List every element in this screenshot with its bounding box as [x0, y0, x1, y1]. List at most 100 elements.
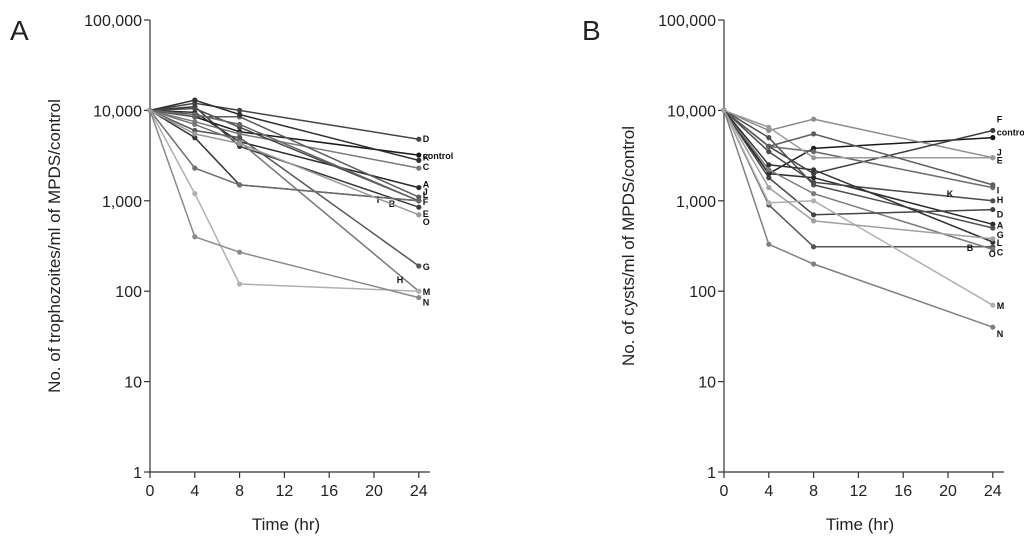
data-point: [416, 294, 422, 301]
data-point: [990, 206, 996, 213]
series-label: D: [997, 210, 1004, 220]
series-line: [723, 110, 994, 328]
data-point: [237, 121, 243, 128]
data-point: [237, 140, 243, 147]
y-axis-title: No. of trophozoites/ml of MPDS/control: [45, 99, 64, 393]
x-tick-label: 16: [894, 483, 912, 500]
y-tick-label: 10,000: [667, 103, 716, 120]
data-point: [766, 143, 772, 149]
series-label: G: [423, 262, 430, 272]
data-point: [811, 131, 817, 137]
series-line: [149, 105, 420, 208]
series-line: [149, 107, 420, 202]
series-line: [149, 109, 419, 169]
data-point: [766, 184, 772, 191]
series-label: O: [423, 217, 430, 227]
series-label: E: [997, 156, 1003, 166]
data-point: [147, 107, 153, 113]
series-line: [149, 109, 419, 202]
series-line: [149, 109, 420, 292]
data-point: [766, 167, 772, 173]
data-point: [192, 165, 198, 171]
panel-b: B 1 10 100 1,000 10,000 100,000 0 4 8 12 16 20 24 Time…: [582, 13, 1024, 534]
series-line: [723, 109, 993, 159]
series-line: [149, 109, 420, 267]
x-tick-label: 12: [850, 483, 868, 500]
data-point: [766, 200, 772, 206]
data-point: [990, 221, 996, 227]
data-point: [811, 261, 817, 267]
series-line: [723, 109, 993, 216]
data-point: [192, 111, 198, 118]
data-point: [811, 244, 817, 250]
data-point: [990, 236, 996, 242]
series-label: M: [997, 301, 1005, 311]
data-point: [990, 302, 996, 308]
data-point: [416, 194, 422, 200]
series-label: L: [997, 238, 1003, 248]
x-tick-label: 0: [720, 483, 729, 500]
data-point: [990, 246, 996, 252]
y-tick-label: 100: [689, 284, 716, 301]
data-point: [811, 167, 817, 173]
data-point: [990, 127, 996, 134]
data-point: [416, 184, 422, 191]
series-label: B: [967, 243, 974, 253]
data-point: [416, 263, 422, 269]
series-label: control: [997, 128, 1024, 138]
series-o: O: [721, 107, 996, 259]
y-tick-label: 10: [698, 375, 716, 392]
series-label: A: [997, 220, 1004, 230]
x-tick-label: 12: [276, 483, 294, 500]
data-point: [237, 249, 243, 255]
data-point: [416, 152, 422, 158]
data-point: [811, 170, 817, 177]
series-label: F: [997, 114, 1003, 124]
panel-label: A: [10, 15, 29, 46]
data-point: [192, 105, 198, 112]
x-axis-title: Time (hr): [826, 515, 894, 534]
data-point: [416, 165, 422, 171]
x-tick-label: 16: [320, 483, 338, 500]
y-tick-label: 100,000: [658, 13, 716, 30]
series-line: [723, 109, 994, 186]
series-line: [149, 110, 419, 299]
x-tick-label: 4: [190, 483, 199, 500]
data-point: [811, 116, 817, 122]
series-l: L: [721, 107, 1003, 248]
y-tick-label: 1,000: [676, 194, 716, 211]
series-label: N: [423, 298, 430, 308]
data-point: [811, 212, 817, 218]
x-tick-label: 24: [984, 483, 1002, 500]
x-tick-label: 20: [365, 483, 383, 500]
series-line: [149, 110, 419, 292]
data-point: [990, 324, 996, 330]
y-tick-label: 1: [707, 465, 716, 482]
data-point: [192, 131, 198, 137]
series-line: [149, 109, 420, 216]
series-label: K: [423, 152, 430, 162]
x-tick-label: 20: [939, 483, 957, 500]
data-point: [192, 191, 198, 197]
data-point: [237, 111, 243, 118]
panel-a: A 1 10 100 1,000 10,000 100,000 0 4 8 12 16 20 24 Time…: [10, 13, 453, 534]
series-line: [149, 109, 420, 202]
x-tick-label: 8: [235, 483, 244, 500]
series-label: control: [423, 151, 454, 161]
series-label: H: [397, 275, 404, 285]
y-tick-label: 100: [115, 284, 142, 301]
series-line: [723, 110, 994, 306]
series-line: [723, 110, 993, 240]
x-axis-title: Time (hr): [252, 515, 320, 534]
x-tick-label: 4: [764, 483, 773, 500]
data-point: [766, 124, 772, 130]
y-tick-label: 10: [124, 375, 142, 392]
x-tick-label: 8: [809, 483, 818, 500]
series-label: L: [423, 190, 429, 200]
data-point: [766, 241, 772, 247]
data-point: [811, 191, 817, 197]
series-label: D: [423, 134, 430, 144]
series-label: C: [997, 247, 1004, 257]
series-line: [149, 99, 419, 162]
data-point: [416, 212, 422, 218]
